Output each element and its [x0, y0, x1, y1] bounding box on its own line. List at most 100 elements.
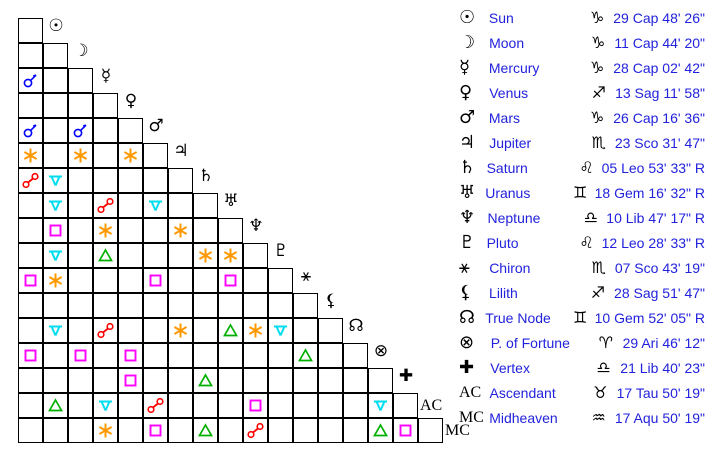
aspect-cell-vertex-midheaven-trine — [368, 418, 393, 443]
planet-row-moon: ☽ Moon ♑ 11 Cap 44' 20" — [455, 30, 705, 55]
aspect-cell-jupiter-midheaven-square — [143, 418, 168, 443]
aspect-cell-empty — [43, 368, 68, 393]
planet-name: Ascendant — [489, 384, 556, 401]
square-icon — [222, 272, 239, 289]
aspect-cell-moon-lilith-sextile — [43, 268, 68, 293]
grid-label-sun-icon: ☉ — [48, 16, 64, 36]
aspect-cell-empty — [168, 168, 193, 193]
aspect-cell-venus-pluto-sextile — [93, 218, 118, 243]
planet-row-mercury: ☿ Mercury ♑ 28 Cap 02' 42" — [455, 55, 705, 80]
square-icon — [147, 422, 164, 439]
square-icon — [122, 347, 139, 364]
zodiac-sign-icon: ♑ — [590, 32, 606, 52]
sextile-icon — [72, 147, 89, 164]
grid-label-mars-icon: ♂ — [148, 116, 164, 136]
planet-row-saturn: ♄ Saturn ♌ 05 Leo 53' 33" R — [455, 155, 705, 180]
neptune-symbol-icon: ♆ — [459, 206, 476, 228]
aspect-cell-empty — [18, 293, 43, 318]
opposition-icon — [147, 397, 164, 414]
aspect-cell-empty — [93, 343, 118, 368]
zodiac-sign-icon: ♌ — [579, 157, 594, 177]
aspect-cell-jupiter-midheaven-opposition — [143, 393, 168, 418]
aspect-cell-pluto-p-of-fortune-sextile — [243, 318, 268, 343]
square-icon — [247, 397, 264, 414]
sextile-icon — [97, 222, 114, 239]
aspect-cell-empty — [68, 268, 93, 293]
aspect-cell-empty — [318, 318, 343, 343]
planet-row-lilith: ⚸ Lilith ♐ 28 Sag 51' 47" — [455, 280, 705, 305]
aspect-cell-empty — [343, 368, 368, 393]
aspect-cell-empty — [68, 68, 93, 93]
aspect-cell-vertex-midheaven-quincunx — [368, 393, 393, 418]
planet-row-venus: ♀ Venus ♐ 13 Sag 11' 58" — [455, 80, 705, 105]
planet-position-table: ☉ Sun ♑ 29 Cap 48' 26" ☽ Moon ♑ 11 Cap 44' 20" ☿… — [455, 0, 705, 450]
aspect-cell-empty — [143, 343, 168, 368]
aspect-cell-empty — [293, 293, 318, 318]
planet-name: True Node — [485, 309, 551, 326]
aspect-cell-empty — [68, 193, 93, 218]
aspect-cell-neptune-lilith-square — [218, 268, 243, 293]
aspect-cell-empty — [168, 393, 193, 418]
grid-label-true-node-icon: ☊ — [348, 316, 364, 336]
planet-position: 12 Leo 28' 33" R — [601, 234, 705, 251]
sun-symbol-icon: ☉ — [459, 6, 476, 28]
zodiac-sign-icon: ♉ — [593, 382, 608, 402]
aspect-cell-mars-saturn-sextile — [118, 143, 143, 168]
sextile-icon — [197, 247, 214, 264]
aspect-cell-empty — [68, 218, 93, 243]
aspect-cell-mercury-vertex-square — [68, 343, 93, 368]
aspect-cell-moon-pluto-square — [43, 218, 68, 243]
ascendant-symbol-icon: AC — [459, 383, 482, 401]
planet-position: 28 Cap 02' 42" — [613, 59, 705, 76]
planet-name: Jupiter — [489, 134, 532, 151]
aspect-cell-empty — [118, 318, 143, 343]
aspect-cell-empty — [68, 168, 93, 193]
planet-name: Moon — [489, 34, 525, 51]
aspect-cell-empty — [143, 243, 168, 268]
square-icon — [72, 347, 89, 364]
aspect-cell-empty — [168, 268, 193, 293]
sextile-icon — [97, 422, 114, 439]
aspect-grid: ☉ ☽ ☿ ♀ ♂ ♃ ♄ ♅ ♆ ♇ ⚹ ⚸ ☊ ⊗ ✚ AC MC — [18, 16, 470, 443]
planet-row-chiron: ⚹ Chiron ♏ 07 Sco 43' 19" — [455, 255, 705, 280]
aspect-cell-empty — [293, 418, 318, 443]
aspect-cell-empty — [343, 393, 368, 418]
opposition-icon — [97, 197, 114, 214]
aspect-cell-sun-uranus-opposition — [18, 168, 43, 193]
zodiac-sign-icon: ♌ — [579, 232, 594, 252]
mars-symbol-icon: ♂ — [459, 106, 476, 128]
aspect-cell-empty — [93, 93, 118, 118]
planet-position: 07 Sco 43' 19" — [614, 259, 705, 276]
aspect-cell-venus-midheaven-quincunx — [93, 393, 118, 418]
trine-icon — [97, 247, 114, 264]
aspect-cell-sun-vertex-square — [18, 343, 43, 368]
quincunx-icon — [372, 397, 389, 414]
aspect-cell-empty — [268, 418, 293, 443]
aspect-cell-empty — [143, 318, 168, 343]
planet-position: 10 Gem 52' 05" R — [594, 309, 705, 326]
trine-icon — [222, 322, 239, 339]
planet-name: Midheaven — [489, 409, 558, 426]
conjunction-icon — [22, 72, 39, 89]
zodiac-sign-icon: ♏ — [591, 257, 606, 277]
square-icon — [147, 272, 164, 289]
aspect-cell-empty — [68, 393, 93, 418]
aspect-cell-jupiter-lilith-square — [143, 268, 168, 293]
jupiter-symbol-icon: ♃ — [459, 131, 476, 153]
aspect-cell-empty — [268, 268, 293, 293]
aspect-cell-ascendant-midheaven-square — [393, 418, 418, 443]
grid-label-uranus-icon: ♅ — [223, 191, 239, 211]
planet-name: Sun — [488, 9, 514, 26]
grid-label-neptune-icon: ♆ — [248, 216, 264, 236]
aspect-cell-empty — [293, 368, 318, 393]
zodiac-sign-icon: ♑ — [590, 107, 605, 127]
aspect-cell-empty — [218, 343, 243, 368]
zodiac-sign-icon: ♏ — [591, 132, 606, 152]
aspect-cell-mars-ascendant-square — [118, 368, 143, 393]
planet-position: 10 Lib 47' 17" R — [606, 209, 705, 226]
sextile-icon — [172, 322, 189, 339]
aspect-cell-moon-chiron-quincunx — [43, 243, 68, 268]
aspect-cell-empty — [68, 93, 93, 118]
conjunction-icon — [22, 122, 39, 139]
aspect-cell-empty — [143, 168, 168, 193]
